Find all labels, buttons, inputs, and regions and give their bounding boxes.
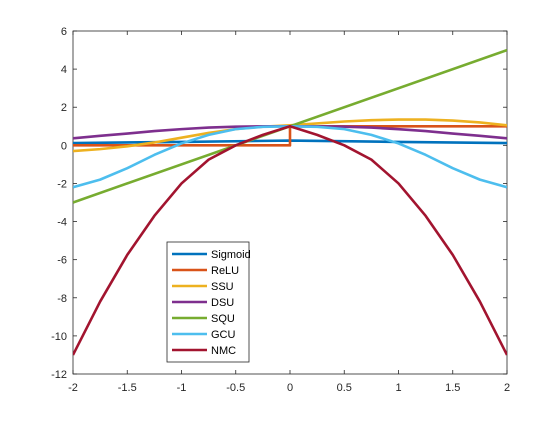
plot-area bbox=[72, 30, 508, 375]
x-tick-label: 1.5 bbox=[445, 382, 460, 394]
y-tick-label: -12 bbox=[51, 369, 67, 381]
y-tick-label: -10 bbox=[51, 331, 67, 343]
legend-label: GCU bbox=[211, 329, 236, 341]
x-tick-label: -0.5 bbox=[226, 382, 245, 394]
x-tick-label: -1.5 bbox=[118, 382, 137, 394]
y-tick-label: 4 bbox=[61, 64, 67, 76]
legend-label: SQU bbox=[211, 313, 235, 325]
legend-label: NMC bbox=[211, 345, 236, 357]
y-tick-label: -8 bbox=[57, 293, 67, 305]
legend-label: ReLU bbox=[211, 265, 239, 277]
legend-label: DSU bbox=[211, 297, 234, 309]
y-tick-label: 0 bbox=[61, 140, 67, 152]
legend-label: Sigmoid bbox=[211, 249, 251, 261]
series-line-nmc bbox=[73, 124, 507, 356]
series-line-relu bbox=[73, 124, 507, 147]
y-tick-label: -2 bbox=[57, 178, 67, 190]
x-tick-label: 0.5 bbox=[337, 382, 352, 394]
legend-label: SSU bbox=[211, 281, 234, 293]
x-tick-label: -1 bbox=[177, 382, 187, 394]
x-tick-label: 1 bbox=[395, 382, 401, 394]
x-tick-label: 2 bbox=[504, 382, 510, 394]
y-tick-label: 2 bbox=[61, 102, 67, 114]
y-tick-label: 6 bbox=[61, 26, 67, 38]
y-tick-label: -4 bbox=[57, 217, 67, 229]
x-tick-label: 0 bbox=[287, 382, 293, 394]
y-tick-label: -6 bbox=[57, 255, 67, 267]
x-tick-label: -2 bbox=[68, 382, 78, 394]
